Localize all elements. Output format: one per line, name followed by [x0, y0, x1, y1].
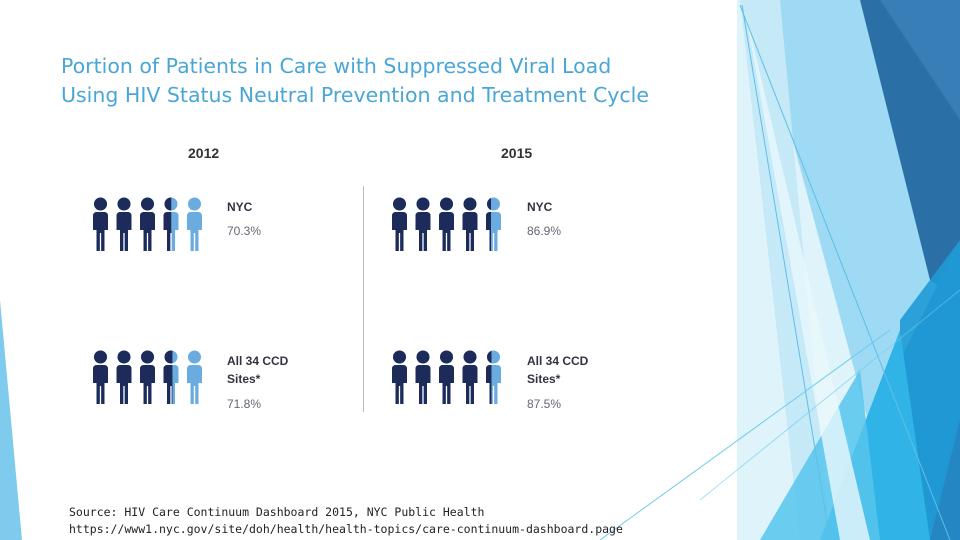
- group-value-2012-ccd: 71.8%: [227, 397, 262, 411]
- slide-title: Portion of Patients in Care with Suppres…: [61, 52, 649, 110]
- person-icon: [462, 197, 478, 251]
- source-citation: Source: HIV Care Continuum Dashboard 201…: [69, 504, 623, 538]
- year-heading-2015: 2015: [501, 145, 533, 161]
- group-label-2015-nyc: NYC: [527, 198, 552, 216]
- person-icon: [116, 350, 132, 404]
- group-value-2015-ccd: 87.5%: [527, 397, 562, 411]
- people-figures-2012-ccd: [93, 350, 202, 404]
- group-label-line: NYC: [227, 200, 253, 214]
- panel-divider: [363, 186, 364, 412]
- person-icon: [392, 350, 407, 404]
- people-figures-2015-ccd: [392, 350, 501, 404]
- person-icon: [163, 197, 179, 251]
- person-icon: [187, 197, 202, 251]
- people-figures-2015-nyc: [392, 197, 501, 251]
- person-icon: [116, 197, 132, 251]
- group-value-2012-nyc: 70.3%: [227, 224, 262, 238]
- group-label-line: All 34 CCD: [227, 354, 289, 368]
- group-label-2012-ccd: All 34 CCD Sites*: [227, 352, 288, 388]
- group-label-line: Sites*: [227, 372, 261, 386]
- title-line-1: Portion of Patients in Care with Suppres…: [61, 54, 612, 78]
- group-label-line: All 34 CCD: [527, 354, 589, 368]
- source-line-1: Source: HIV Care Continuum Dashboard 201…: [69, 505, 485, 519]
- person-icon: [486, 350, 501, 404]
- group-label-2012-nyc: NYC: [227, 198, 252, 216]
- source-url: https://www1.nyc.gov/site/doh/health/hea…: [69, 522, 623, 536]
- person-icon: [486, 197, 501, 251]
- group-label-line: NYC: [527, 200, 553, 214]
- person-icon: [415, 350, 431, 404]
- person-icon: [93, 350, 108, 404]
- people-figures-2012-nyc: [93, 197, 202, 251]
- group-value-2015-nyc: 86.9%: [527, 224, 562, 238]
- person-icon: [439, 350, 454, 404]
- person-icon: [462, 350, 478, 404]
- person-icon: [140, 350, 155, 404]
- title-line-2: Using HIV Status Neutral Prevention and …: [61, 83, 649, 107]
- group-label-line: Sites*: [527, 372, 561, 386]
- year-heading-2012: 2012: [188, 145, 220, 161]
- person-icon: [93, 197, 108, 251]
- person-icon: [415, 197, 431, 251]
- group-label-2015-ccd: All 34 CCD Sites*: [527, 352, 588, 388]
- person-icon: [187, 350, 202, 404]
- person-icon: [392, 197, 407, 251]
- person-icon: [163, 350, 179, 404]
- person-icon: [439, 197, 454, 251]
- person-icon: [140, 197, 155, 251]
